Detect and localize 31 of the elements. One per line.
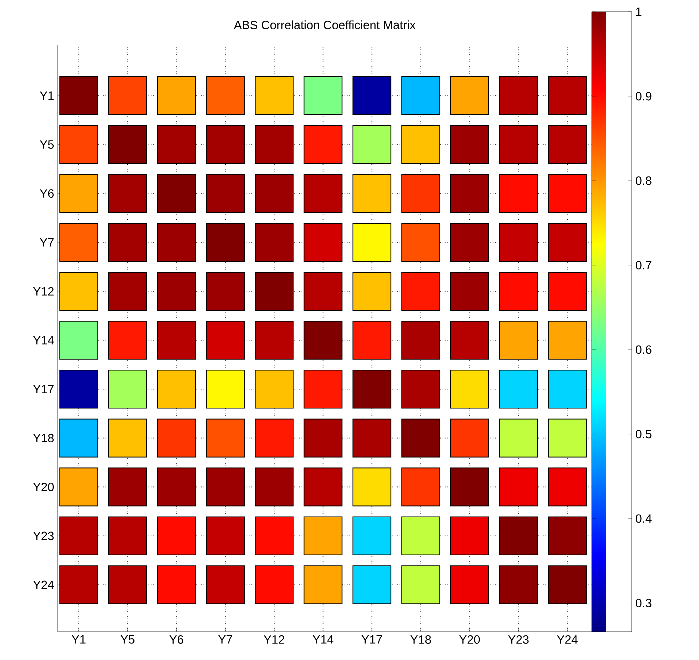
y-tick-label: Y14 [33,336,54,345]
x-tick-label: Y14 [312,636,334,644]
y-tick-label: Y6 [40,189,54,198]
color-bar-label: 0.5 [636,430,652,439]
y-tick-label: Y20 [33,482,54,492]
y-tick-label: Y24 [33,580,54,590]
y-tick-label: Y5 [40,140,54,149]
x-tick-label: Y5 [120,636,135,644]
color-bar-label: 0.6 [636,346,652,354]
y-tick-label: Y17 [33,385,54,394]
y-tick-label: Y23 [33,532,54,540]
y-tick-label: Y7 [40,238,54,247]
color-bar-label: 0.7 [636,261,652,270]
x-tick-label: Y1 [72,636,86,644]
x-tick-label: Y24 [557,636,578,644]
x-tick-label: Y20 [459,636,480,644]
x-tick-label: Y6 [170,636,184,644]
color-bar-label: 1 [636,8,642,16]
x-tick-label: Y18 [410,636,432,644]
x-tick-label: Y23 [508,636,529,644]
y-tick-label: Y12 [33,287,54,296]
y-tick-label: Y18 [33,434,54,443]
x-tick-label: Y12 [264,636,285,644]
x-tick-label: Y7 [218,636,232,644]
color-bar-label: 0.8 [636,176,652,186]
color-bar-label: 0.4 [636,514,652,524]
x-tick-label: Y17 [362,636,382,644]
y-tick-label: Y1 [40,92,54,100]
color-bar-label: 0.9 [636,92,652,101]
color-bar-label: 0.3 [636,599,652,608]
chart-title: ABS Correlation Coefficient Matrix [234,20,416,30]
